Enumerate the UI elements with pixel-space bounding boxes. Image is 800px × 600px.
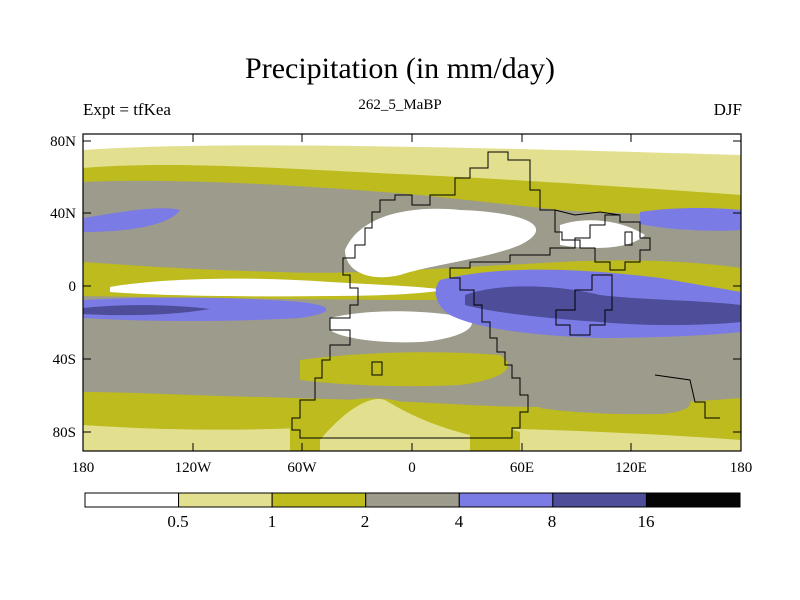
colorbar-swatch [645,492,741,508]
colorbar-swatch [365,492,460,508]
x-tick-label: 120E [615,460,647,476]
colorbar-swatch [458,492,554,508]
colorbar-labels: 0.5 1 2 4 8 16 [167,512,654,531]
colorbar-label: 8 [548,512,557,531]
x-tick-labels: 180 120W 60W 0 60E 120E 180 [72,460,753,476]
x-tick-label: 120W [175,460,213,476]
x-tick-label: 180 [730,460,753,476]
colorbar-label: 16 [638,512,655,531]
x-tick-label: 180 [72,460,95,476]
colorbar-label: 2 [361,512,370,531]
x-tick-label: 0 [408,460,416,476]
plot-subtitle: 262_5_MaBP [358,97,442,113]
colorbar-label: 4 [455,512,464,531]
experiment-label: Expt = tfKea [83,100,171,119]
colorbar [84,492,741,508]
season-label: DJF [713,100,742,119]
plot-title: Precipitation (in mm/day) [245,52,555,85]
coastline [291,151,720,439]
y-ticks [83,140,741,433]
y-tick-label: 40N [50,206,76,222]
y-tick-label: 40S [53,352,76,368]
contour-fill [83,134,741,451]
colorbar-swatch [84,492,180,508]
y-tick-label: 80N [50,134,76,150]
x-tick-label: 60W [287,460,317,476]
y-tick-label: 80S [53,425,76,441]
colorbar-label: 1 [268,512,277,531]
colorbar-swatch [271,492,367,508]
x-ticks [82,134,742,451]
y-tick-label: 0 [69,279,77,295]
x-tick-label: 60E [510,460,534,476]
colorbar-label: 0.5 [167,512,188,531]
y-tick-labels: 80N 40N 0 40S 80S [50,134,76,441]
colorbar-swatch [178,492,273,508]
colorbar-swatch [552,492,647,508]
